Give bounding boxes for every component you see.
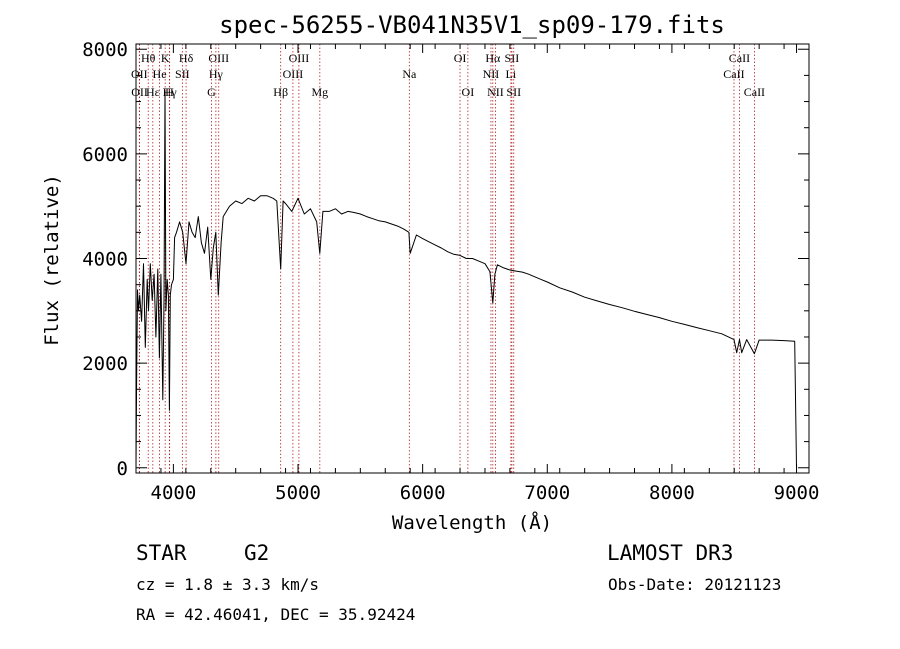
- line-label: OII: [131, 67, 148, 81]
- x-tick-label: 5000: [275, 482, 321, 504]
- line-label: Mg: [311, 85, 328, 99]
- line-label: Li: [506, 67, 517, 81]
- line-label: OIII: [208, 51, 229, 65]
- line-label: H: [165, 85, 174, 99]
- line-label: Hα: [485, 51, 501, 65]
- x-tick-label: 6000: [400, 482, 446, 504]
- chart-title: spec-56255-VB041N35V1_sp09-179.fits: [219, 11, 725, 39]
- line-label: He: [153, 67, 167, 81]
- y-tick-label: 8000: [82, 39, 128, 61]
- y-axis-label: Flux (relative): [41, 174, 63, 346]
- flux-series-line: [135, 90, 797, 468]
- line-label: OIII: [283, 67, 304, 81]
- series-layer: [135, 90, 797, 468]
- line-label: OI: [462, 85, 475, 99]
- line-label: K: [161, 51, 170, 65]
- line-label: Hθ: [141, 51, 156, 65]
- line-label: NII: [483, 67, 500, 81]
- line-label: OIII: [289, 51, 310, 65]
- classification-label: STAR: [136, 541, 187, 565]
- line-label: SII: [506, 85, 521, 99]
- y-tick-label: 4000: [82, 249, 128, 271]
- line-label: Hγ: [163, 85, 178, 99]
- line-label: OII: [131, 85, 148, 99]
- subclass-label: G2: [244, 541, 269, 565]
- line-label: Na: [402, 67, 417, 81]
- axes: 4000 5000 6000 7000 8000 9000 0 2000 4000 6000 800…: [82, 39, 819, 504]
- coordinates-label: RA = 42.46041, DEC = 35.92424: [136, 605, 415, 624]
- line-label: Hδ: [179, 51, 194, 65]
- line-label: OI: [454, 51, 467, 65]
- line-label: CaII: [723, 67, 744, 81]
- x-axis-label: Wavelength (Å): [392, 511, 552, 534]
- x-tick-label: 4000: [151, 482, 197, 504]
- line-label: NII: [487, 85, 504, 99]
- line-label: CaII: [729, 51, 750, 65]
- line-label: Hβ: [273, 85, 288, 99]
- line-label: SII: [505, 51, 520, 65]
- survey-label: LAMOST DR3: [607, 541, 733, 565]
- y-tick-label: 0: [117, 458, 128, 480]
- x-tick-label: 8000: [649, 482, 695, 504]
- line-label: Hγ: [209, 67, 224, 81]
- line-label: G: [207, 85, 216, 99]
- x-tick-label: 9000: [774, 482, 820, 504]
- obs-date-label: Obs-Date: 20121123: [608, 575, 781, 594]
- line-label: SII: [175, 67, 190, 81]
- y-tick-label: 2000: [82, 353, 128, 375]
- y-tick-label: 6000: [82, 144, 128, 166]
- line-label: Hε: [146, 85, 160, 99]
- redshift-label: cz = 1.8 ± 3.3 km/s: [136, 575, 319, 594]
- x-tick-label: 7000: [524, 482, 570, 504]
- line-label: CaII: [744, 85, 765, 99]
